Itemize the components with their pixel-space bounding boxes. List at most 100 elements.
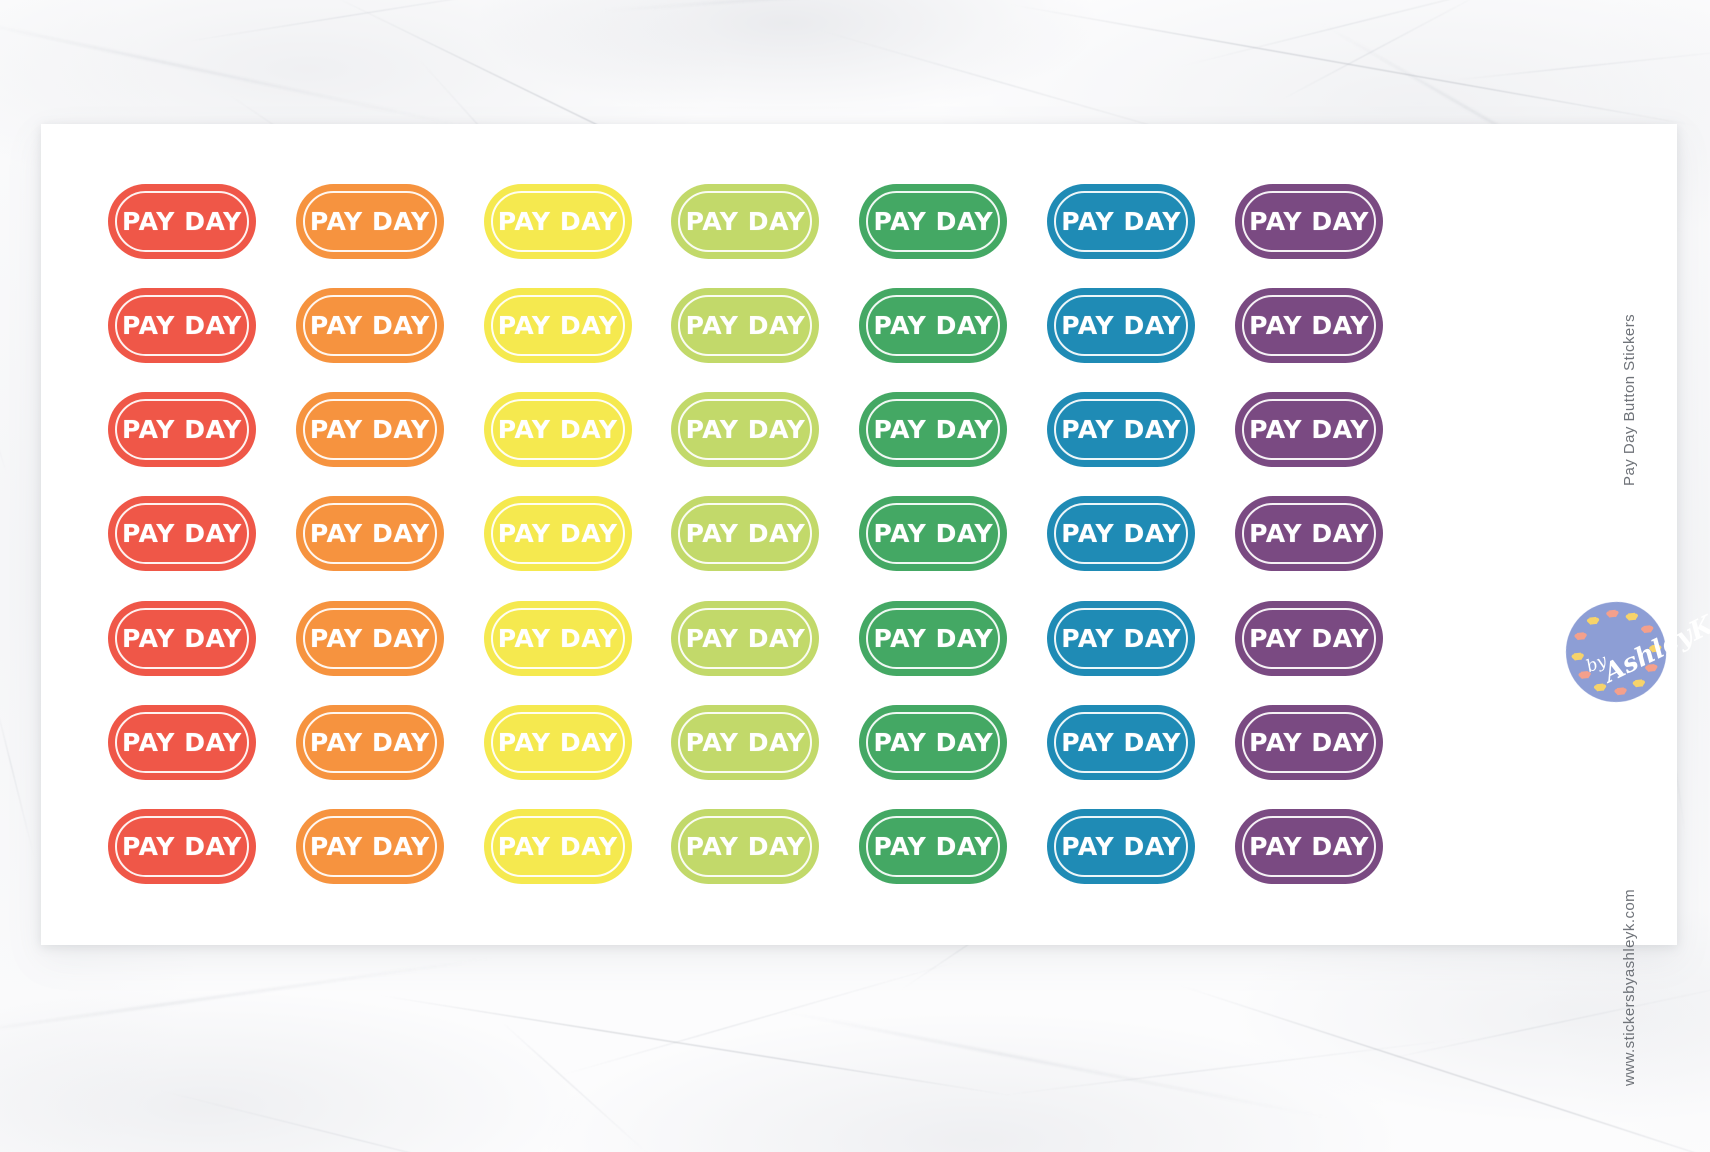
sticker-purple-r2c7[interactable]: PAY DAY (1235, 287, 1384, 363)
sticker-cell: PAY DAY (652, 690, 840, 794)
sticker-yellow-r6c3[interactable]: PAY DAY (483, 705, 632, 781)
sticker-lime-r7c4[interactable]: PAY DAY (671, 809, 820, 885)
sticker-lime-r1c4[interactable]: PAY DAY (671, 183, 820, 259)
sticker-orange-r5c2[interactable]: PAY DAY (295, 600, 444, 676)
sticker-purple-r7c7[interactable]: PAY DAY (1235, 809, 1384, 885)
sticker-orange-r7c2[interactable]: PAY DAY (295, 809, 444, 885)
sticker-cell: PAY DAY (839, 273, 1027, 377)
sticker-lime-r4c4[interactable]: PAY DAY (671, 496, 820, 572)
sticker-cell: PAY DAY (839, 586, 1027, 690)
sticker-orange-r3c2[interactable]: PAY DAY (295, 392, 444, 468)
sticker-cell: PAY DAY (1027, 690, 1215, 794)
sticker-label: PAY DAY (685, 623, 806, 653)
sticker-blue-r1c6[interactable]: PAY DAY (1047, 183, 1196, 259)
sticker-orange-r4c2[interactable]: PAY DAY (295, 496, 444, 572)
sticker-label: PAY DAY (685, 206, 806, 236)
sticker-red-r7c1[interactable]: PAY DAY (107, 809, 256, 885)
sticker-green-r2c5[interactable]: PAY DAY (859, 287, 1008, 363)
sticker-purple-r4c7[interactable]: PAY DAY (1235, 496, 1384, 572)
sticker-cell: PAY DAY (88, 482, 276, 586)
sticker-red-r4c1[interactable]: PAY DAY (107, 496, 256, 572)
sticker-label: PAY DAY (1061, 623, 1182, 653)
website-url-vertical: www.stickersbyashleyk.com (1621, 888, 1638, 1086)
sticker-label: PAY DAY (497, 623, 618, 653)
sticker-yellow-r4c3[interactable]: PAY DAY (483, 496, 632, 572)
sticker-orange-r6c2[interactable]: PAY DAY (295, 705, 444, 781)
sticker-cell: PAY DAY (276, 482, 464, 586)
sticker-cell: PAY DAY (1027, 378, 1215, 482)
sticker-yellow-r2c3[interactable]: PAY DAY (483, 287, 632, 363)
sticker-label: PAY DAY (1249, 623, 1369, 653)
sticker-yellow-r3c3[interactable]: PAY DAY (483, 392, 632, 468)
sticker-label: PAY DAY (1249, 415, 1369, 445)
sticker-purple-r1c7[interactable]: PAY DAY (1235, 183, 1384, 259)
sticker-label: PAY DAY (122, 415, 242, 445)
sticker-cell: PAY DAY (839, 169, 1027, 273)
sticker-orange-r2c2[interactable]: PAY DAY (295, 287, 444, 363)
sticker-lime-r6c4[interactable]: PAY DAY (671, 705, 820, 781)
sheet-title-vertical: Pay Day Button Stickers (1621, 313, 1638, 486)
sticker-cell: PAY DAY (652, 586, 840, 690)
sticker-cell: PAY DAY (88, 273, 276, 377)
sticker-label: PAY DAY (122, 206, 242, 236)
sticker-cell: PAY DAY (652, 378, 840, 482)
sticker-red-r3c1[interactable]: PAY DAY (107, 392, 256, 468)
sticker-label: PAY DAY (309, 623, 430, 653)
sticker-yellow-r1c3[interactable]: PAY DAY (483, 183, 632, 259)
sticker-yellow-r5c3[interactable]: PAY DAY (483, 600, 632, 676)
sticker-cell: PAY DAY (652, 795, 840, 899)
sticker-red-r1c1[interactable]: PAY DAY (107, 183, 256, 259)
sticker-blue-r2c6[interactable]: PAY DAY (1047, 287, 1196, 363)
sticker-cell: PAY DAY (1215, 795, 1403, 899)
sticker-red-r5c1[interactable]: PAY DAY (107, 600, 256, 676)
sticker-cell: PAY DAY (652, 169, 840, 273)
sticker-cell: PAY DAY (464, 586, 652, 690)
sticker-cell: PAY DAY (1215, 378, 1403, 482)
sticker-cell: PAY DAY (652, 273, 840, 377)
sticker-label: PAY DAY (1061, 310, 1182, 340)
sticker-cell: PAY DAY (1027, 169, 1215, 273)
sticker-cell: PAY DAY (839, 378, 1027, 482)
sticker-lime-r2c4[interactable]: PAY DAY (671, 287, 820, 363)
sticker-purple-r5c7[interactable]: PAY DAY (1235, 600, 1384, 676)
sticker-label: PAY DAY (122, 728, 242, 758)
sticker-green-r6c5[interactable]: PAY DAY (859, 705, 1008, 781)
sticker-sheet-paper: PAY DAY PAY DAY PAY DAY PAY DAY PAY DAY PAY D… (41, 124, 1710, 1086)
sticker-label: PAY DAY (309, 415, 430, 445)
sticker-purple-r3c7[interactable]: PAY DAY (1235, 392, 1384, 468)
sticker-cell: PAY DAY (1027, 586, 1215, 690)
sticker-orange-r1c2[interactable]: PAY DAY (295, 183, 444, 259)
sticker-red-r2c1[interactable]: PAY DAY (107, 287, 256, 363)
sticker-cell: PAY DAY (276, 378, 464, 482)
sticker-label: PAY DAY (497, 519, 618, 549)
sticker-green-r3c5[interactable]: PAY DAY (859, 392, 1008, 468)
sticker-purple-r6c7[interactable]: PAY DAY (1235, 705, 1384, 781)
sticker-cell: PAY DAY (464, 273, 652, 377)
sticker-label: PAY DAY (685, 310, 806, 340)
sticker-lime-r5c4[interactable]: PAY DAY (671, 600, 820, 676)
sticker-cell: PAY DAY (1027, 273, 1215, 377)
sticker-green-r1c5[interactable]: PAY DAY (859, 183, 1008, 259)
sticker-label: PAY DAY (1249, 310, 1369, 340)
sticker-green-r7c5[interactable]: PAY DAY (859, 809, 1008, 885)
sticker-label: PAY DAY (1061, 206, 1182, 236)
sticker-cell: PAY DAY (88, 586, 276, 690)
sticker-cell: PAY DAY (464, 378, 652, 482)
sticker-yellow-r7c3[interactable]: PAY DAY (483, 809, 632, 885)
sticker-blue-r7c6[interactable]: PAY DAY (1047, 809, 1196, 885)
sticker-blue-r4c6[interactable]: PAY DAY (1047, 496, 1196, 572)
sticker-green-r4c5[interactable]: PAY DAY (859, 496, 1008, 572)
sticker-label: PAY DAY (685, 832, 806, 862)
sticker-green-r5c5[interactable]: PAY DAY (859, 600, 1008, 676)
sticker-cell: PAY DAY (88, 378, 276, 482)
sticker-blue-r3c6[interactable]: PAY DAY (1047, 392, 1196, 468)
sticker-label: PAY DAY (1061, 728, 1182, 758)
sticker-blue-r6c6[interactable]: PAY DAY (1047, 705, 1196, 781)
sticker-label: PAY DAY (309, 310, 430, 340)
sticker-blue-r5c6[interactable]: PAY DAY (1047, 600, 1196, 676)
sticker-lime-r3c4[interactable]: PAY DAY (671, 392, 820, 468)
sticker-cell: PAY DAY (1215, 273, 1403, 377)
sticker-red-r6c1[interactable]: PAY DAY (107, 705, 256, 781)
sticker-label: PAY DAY (1249, 832, 1369, 862)
sticker-label: PAY DAY (873, 206, 994, 236)
